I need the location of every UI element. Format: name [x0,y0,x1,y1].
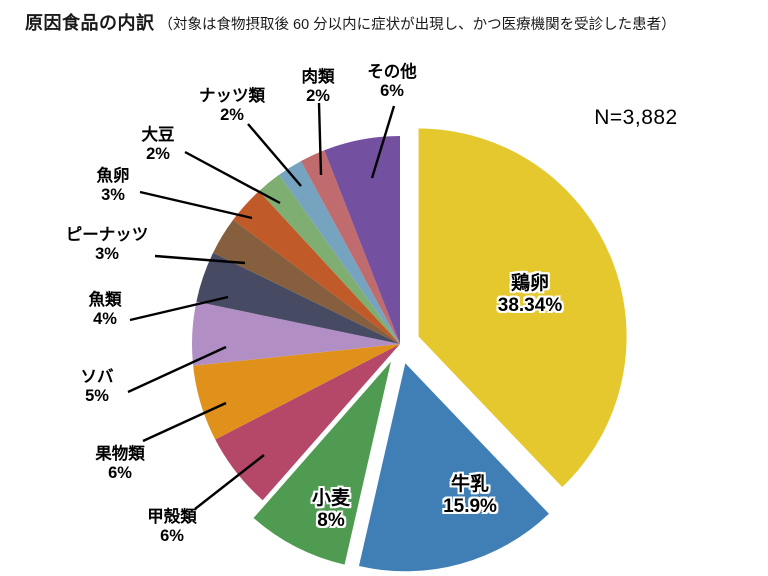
pie-slice-大豆 [259,174,400,344]
slice-name: 魚類 [88,291,122,309]
slice-label-ピーナッツ: ピーナッツ 3% [66,226,149,264]
slice-percent: 6% [108,464,132,482]
slice-name: その他 [367,63,417,81]
slice-name: 魚卵 [96,167,130,185]
slice-label-ソバ: ソバ 5% [81,368,114,406]
slice-percent: 5% [85,387,109,405]
leader-line-果物類 [142,401,227,443]
leader-line-ピーナッツ [154,254,246,265]
pie-slice-魚類 [196,252,400,344]
leader-line-ナッツ類 [247,123,302,187]
chart-subtitle: （対象は食物摂取後 60 分以内に症状が出現し、かつ医療機関を受診した患者） [158,17,676,33]
slice-name: 肉類 [301,68,335,86]
slice-label-肉類: 肉類 2% [302,68,335,106]
slice-percent: 2% [146,145,170,163]
pie-slice-ソバ [192,301,400,366]
slice-percent: 38.34% [497,295,563,316]
slice-percent: 15.9% [443,496,497,517]
slice-name: ピーナッツ [65,226,149,244]
slice-percent: 2% [306,87,330,105]
leader-line-魚卵 [139,190,253,220]
slice-label-大豆: 大豆 2% [142,126,175,164]
leader-line-肉類 [317,102,323,176]
slice-percent: 3% [101,186,125,204]
pie-slice-肉類 [300,150,400,344]
slice-label-甲殻類: 甲殻類 6% [147,508,197,546]
pie-slice-甲殻類 [215,344,400,501]
slice-label-小麦: 小麦 8% [312,488,350,532]
pie-slice-小麦 [253,361,391,565]
slice-label-ナッツ類: ナッツ類 2% [199,87,265,125]
slice-percent: 3% [95,245,119,263]
slice-label-果物類: 果物類 6% [95,445,145,483]
pie-slice-ナッツ類 [279,161,400,344]
slice-percent: 4% [93,310,117,328]
slice-label-牛乳: 牛乳 15.9% [443,474,497,518]
pie-slice-果物類 [193,344,400,440]
pie-slice-ピーナッツ [213,219,400,344]
leader-line-魚類 [129,295,229,322]
slice-label-魚類: 魚類 4% [89,291,122,329]
pie-slice-鶏卵 [418,128,627,488]
slice-name: 甲殻類 [147,508,197,526]
slice-label-魚卵: 魚卵 3% [97,167,130,205]
slice-percent: 2% [220,106,244,124]
slice-label-その他: その他 6% [367,63,417,101]
leader-line-大豆 [184,150,281,205]
slice-name: 小麦 [311,488,351,509]
chart-title: 原因食品の内訳 [25,13,155,33]
slice-name: 果物類 [95,445,145,463]
slice-percent: 6% [380,82,404,100]
leader-line-ソバ [127,345,227,394]
pie-slice-魚卵 [233,191,400,344]
slice-percent: 6% [160,527,184,545]
pie-slice-その他 [324,136,400,344]
leader-line-甲殻類 [194,454,265,510]
slice-percent: 8% [317,510,345,531]
slice-label-鶏卵: 鶏卵 38.34% [498,273,562,317]
slice-name: 牛乳 [450,474,489,495]
pie-slice-牛乳 [358,363,549,572]
slice-name: 大豆 [141,126,175,144]
slice-name: ソバ [80,368,114,386]
slice-name: 鶏卵 [510,273,550,294]
leader-line-その他 [370,105,396,179]
slice-name: ナッツ類 [199,87,265,105]
sample-size-label: N=3,882 [594,106,678,129]
chart-header: 原因食品の内訳 （対象は食物摂取後 60 分以内に症状が出現し、かつ医療機関を受… [25,9,676,35]
